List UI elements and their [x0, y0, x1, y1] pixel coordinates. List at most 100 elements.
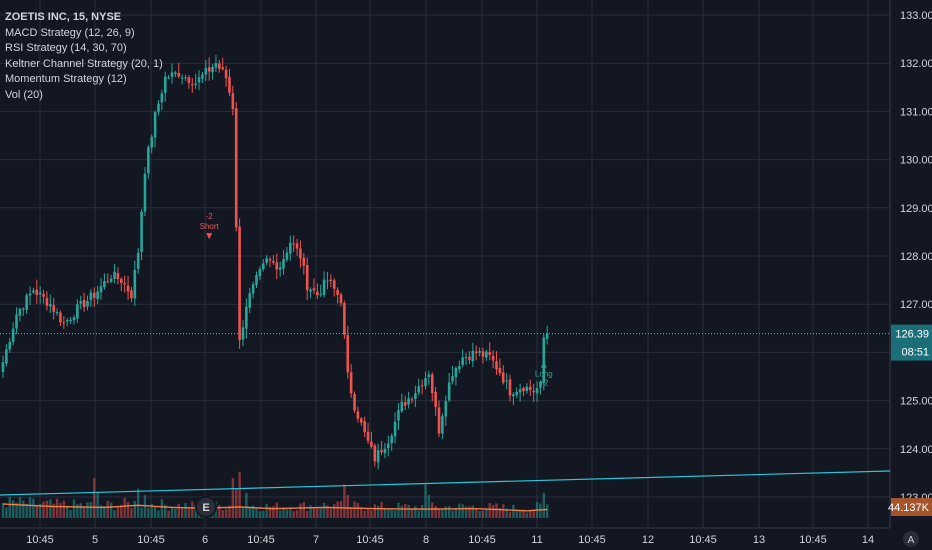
indicator-volume[interactable]: Vol (20) [5, 88, 43, 101]
candle-body [163, 76, 167, 93]
event-icon [195, 496, 217, 518]
volume-bar [387, 508, 390, 518]
volume-bar [393, 510, 397, 518]
candle-body [120, 278, 123, 283]
candle-body [52, 305, 55, 312]
volume-bar [106, 500, 109, 518]
candle-body [356, 411, 360, 419]
volume-bar [329, 508, 333, 518]
candle-body [76, 304, 79, 319]
volume-bar [339, 500, 343, 518]
volume-bar [363, 510, 366, 518]
candle-body [366, 431, 370, 441]
volume-bar [251, 505, 255, 518]
candle-body [241, 327, 245, 340]
candle-body [430, 374, 434, 394]
time-tick-label: 10:45 [137, 534, 165, 546]
volume-bar [400, 505, 404, 518]
volume-bar [194, 504, 197, 518]
volume-bar [18, 497, 22, 518]
volume-bar [82, 506, 86, 518]
candle-body [545, 333, 549, 339]
candle-body [539, 381, 542, 388]
candle-body [299, 248, 302, 259]
volume-bar [109, 502, 113, 518]
candle-body [89, 292, 93, 301]
indicator-momentum[interactable]: Momentum Strategy (12) [5, 73, 127, 85]
candle-body [265, 258, 268, 263]
volume-bar [349, 507, 353, 518]
candle-body [403, 402, 407, 406]
volume-bar [532, 509, 535, 518]
volume-bar [49, 499, 52, 518]
volume-bar [5, 507, 8, 518]
volume-bar [96, 492, 99, 518]
candle-body [491, 355, 495, 361]
volume-ma-line [2, 503, 548, 512]
volume-badge: 44.137K [888, 498, 932, 516]
candle-body [285, 252, 289, 260]
candle-body [528, 386, 532, 390]
candle-body [245, 306, 248, 329]
price-badge-bg [891, 324, 932, 343]
volume-bar [366, 509, 370, 518]
candle-body [15, 314, 18, 329]
volume-bar [28, 497, 32, 518]
volume-bar [410, 509, 414, 518]
volume-bar [258, 511, 262, 518]
volume-bar [383, 509, 387, 518]
volume-bar [488, 503, 491, 518]
candle-body [302, 257, 306, 266]
indicator-rsi[interactable]: RSI Strategy (14, 30, 70) [5, 42, 127, 54]
volume-bar [62, 500, 66, 518]
candle-body [488, 352, 492, 355]
candle-body [194, 83, 197, 85]
candle-body [113, 271, 116, 279]
candle-body [42, 293, 45, 297]
indicator-macd[interactable]: MACD Strategy (12, 26, 9) [5, 26, 135, 39]
candle-body [268, 259, 272, 261]
candle-body [515, 391, 519, 396]
candle-body [55, 312, 59, 314]
volume-bar [116, 506, 120, 518]
candle-body [214, 63, 218, 68]
volume-bar [356, 503, 360, 518]
volume-bar [491, 504, 495, 518]
volume-bar [333, 504, 336, 518]
candle-body [99, 286, 103, 293]
candle-body [272, 261, 275, 263]
volume-bar [505, 508, 508, 518]
event-label: E [202, 502, 209, 514]
volume-bar [390, 508, 393, 518]
volume-bar [218, 504, 221, 518]
candle-body [444, 401, 448, 417]
candle-body [103, 281, 106, 288]
candle-body [485, 351, 488, 358]
volume-bar [1, 503, 5, 518]
candle-body [424, 378, 427, 387]
countdown-badge-bg [891, 342, 932, 361]
candle-body [174, 72, 177, 74]
candle-body [153, 112, 157, 138]
countdown-badge-value: 08:51 [901, 347, 929, 359]
candle-body [140, 211, 143, 252]
candle-body [180, 77, 184, 79]
candle-body [518, 389, 522, 393]
volume-bar [99, 505, 103, 518]
volume-bar [336, 501, 339, 518]
candle-body [420, 385, 424, 387]
volume-bar [316, 507, 319, 518]
volume-bar [451, 510, 454, 518]
chart-legend: ZOETIS INC, 15, NYSE MACD Strategy (12, … [5, 10, 163, 103]
candle-body [407, 398, 410, 405]
volume-bar [45, 500, 49, 518]
candle-body [468, 356, 471, 361]
volume-bar [502, 504, 505, 518]
earnings-event-marker[interactable]: E [195, 496, 217, 518]
volume-bar [360, 507, 363, 518]
volume-bar [447, 506, 451, 518]
indicator-keltner[interactable]: Keltner Channel Strategy (20, 1) [5, 57, 163, 70]
long-arrow-icon [540, 361, 547, 368]
auto-scale-button[interactable]: A [903, 531, 919, 547]
